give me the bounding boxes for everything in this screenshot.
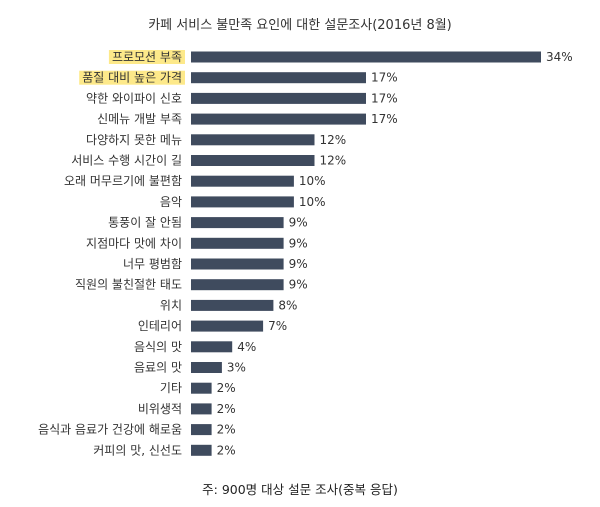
bar-9 <box>191 237 284 249</box>
bar-6 <box>191 175 294 187</box>
bar-11 <box>191 279 284 291</box>
value-label-17: 2% <box>217 402 236 416</box>
category-label-17: 비위생적 <box>138 402 182 416</box>
label-highlight-1 <box>79 70 185 85</box>
labels-layer: 프로모션 부족 34% 품질 대비 높은 가격 17% 약한 와이파이 신호 17% 신메뉴… <box>38 50 573 457</box>
bar-14 <box>191 341 233 353</box>
bar-17 <box>191 403 212 415</box>
bar-12 <box>191 299 274 311</box>
bar-5 <box>191 155 315 166</box>
category-label-9: 지점마다 맛에 차이 <box>86 236 182 250</box>
value-label-14: 4% <box>237 340 256 354</box>
bar-10 <box>191 258 284 270</box>
value-label-0: 34% <box>546 50 573 64</box>
category-label-6: 오래 머무르기에 불편함 <box>64 174 182 188</box>
bar-18 <box>191 424 212 436</box>
bar-0 <box>191 51 541 63</box>
label-highlight-0 <box>108 50 185 64</box>
value-label-6: 10% <box>299 174 326 188</box>
bar-19 <box>191 444 212 456</box>
chart-note: 주: 900명 대상 설문 조사(중복 응답) <box>202 482 398 497</box>
category-label-3: 신메뉴 개발 부족 <box>97 112 182 126</box>
category-label-18: 음식과 음료가 건강에 해로움 <box>38 423 182 437</box>
chart-title: 카페 서비스 불만족 요인에 대한 설문조사(2016년 8월) <box>148 18 452 33</box>
value-label-19: 2% <box>217 443 236 457</box>
bar-2 <box>191 92 366 104</box>
value-label-12: 8% <box>278 298 297 312</box>
category-label-16: 기타 <box>160 381 182 395</box>
value-label-2: 17% <box>371 91 398 105</box>
bar-4 <box>191 134 315 146</box>
category-label-0: 프로모션 부족 <box>112 50 182 64</box>
highlight-layer <box>79 50 185 85</box>
value-label-1: 17% <box>371 71 398 85</box>
category-label-4: 다양하지 못한 메뉴 <box>86 133 182 147</box>
category-label-8: 통풍이 잘 안됨 <box>108 216 182 230</box>
category-label-12: 위치 <box>160 298 182 312</box>
category-label-11: 직원의 불친절한 태도 <box>75 278 182 292</box>
category-label-1: 품질 대비 높은 가격 <box>82 71 182 85</box>
category-label-19: 커피의 맛, 신선도 <box>93 443 182 457</box>
value-label-9: 9% <box>289 236 308 250</box>
bar-16 <box>191 382 212 394</box>
bar-8 <box>191 217 284 229</box>
category-label-10: 너무 평범함 <box>123 257 182 271</box>
category-label-7: 음악 <box>160 195 182 209</box>
value-label-3: 17% <box>371 112 398 126</box>
bar-7 <box>191 196 294 208</box>
bar-3 <box>191 113 366 125</box>
category-label-5: 서비스 수행 시간이 길 <box>71 153 182 168</box>
category-label-13: 인테리어 <box>138 319 182 333</box>
value-label-8: 9% <box>289 216 308 230</box>
bar-13 <box>191 320 264 332</box>
bars-layer <box>191 51 541 456</box>
value-label-10: 9% <box>289 257 308 271</box>
value-label-18: 2% <box>217 423 236 437</box>
category-label-2: 약한 와이파이 신호 <box>86 90 182 105</box>
value-label-16: 2% <box>217 381 236 395</box>
value-label-13: 7% <box>268 319 287 333</box>
value-label-11: 9% <box>289 278 308 292</box>
bar-15 <box>191 362 222 373</box>
value-label-15: 3% <box>227 361 246 375</box>
value-label-5: 12% <box>320 154 347 168</box>
value-label-4: 12% <box>320 133 347 147</box>
category-label-14: 음식의 맛 <box>134 340 182 354</box>
category-label-15: 음료의 맛 <box>134 361 182 375</box>
value-label-7: 10% <box>299 195 326 209</box>
bar-1 <box>191 72 366 84</box>
